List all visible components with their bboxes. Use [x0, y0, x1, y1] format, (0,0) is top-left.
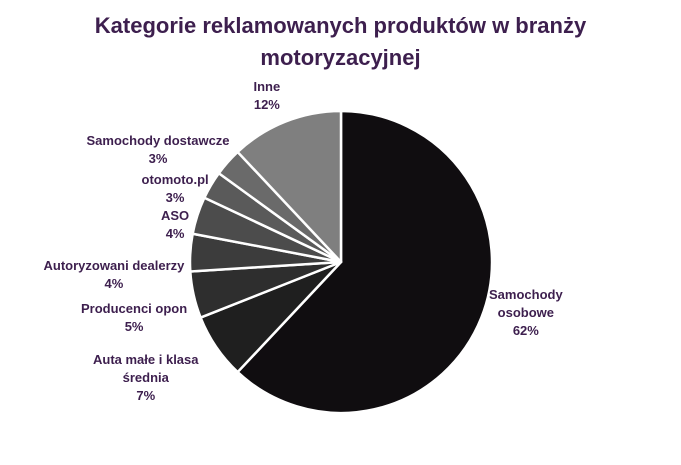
chart-title-line-2: motoryzacyjnej [260, 45, 421, 70]
slice-value-2: 5% [124, 319, 144, 334]
pie-slice-7 [236, 109, 343, 264]
slice-label-3-text-0: Autoryzowani dealerzy [43, 258, 185, 273]
slice-value-5: 3% [165, 190, 185, 205]
slice-label-7-text-0: Inne [253, 79, 281, 94]
slice-value-1: 7% [136, 388, 156, 403]
chart-title: Kategorie reklamowanych produktów w bran… [0, 10, 681, 74]
slice-label-5-text-0: otomoto.pl [141, 172, 209, 187]
slice-label-6-text-0: Samochody dostawcze [86, 133, 230, 148]
slice-label-0-text-1: osobowe [497, 305, 555, 320]
slice-label-7: Inne 12% [254, 78, 281, 114]
slice-label-2-text-0: Producenci opon [81, 301, 188, 316]
slice-label-3: Autoryzowani dealerzy 4% [44, 257, 185, 293]
slice-label-4: ASO 4% [161, 207, 189, 243]
slice-value-0: 62% [512, 323, 539, 338]
slice-label-2: Producenci opon 5% [81, 300, 187, 336]
slice-label-4-text-0: ASO [161, 208, 190, 223]
slice-value-6: 3% [148, 151, 168, 166]
slice-value-7: 12% [253, 97, 280, 112]
pie-slice-0 [236, 109, 494, 415]
slice-label-1-text-1: średnia [122, 370, 169, 385]
slice-value-4: 4% [165, 226, 185, 241]
slice-label-1: Auta małe i klasa średnia 7% [93, 351, 199, 405]
slice-label-0: Samochody osobowe 62% [489, 286, 563, 340]
chart-title-line-1: Kategorie reklamowanych produktów w bran… [94, 13, 587, 38]
slice-value-3: 4% [104, 276, 124, 291]
slice-label-0-text-0: Samochody [489, 287, 563, 302]
slice-label-1-text-0: Auta małe i klasa [93, 352, 199, 367]
slice-label-5: otomoto.pl 3% [142, 171, 209, 207]
slice-label-6: Samochody dostawcze 3% [87, 132, 230, 168]
